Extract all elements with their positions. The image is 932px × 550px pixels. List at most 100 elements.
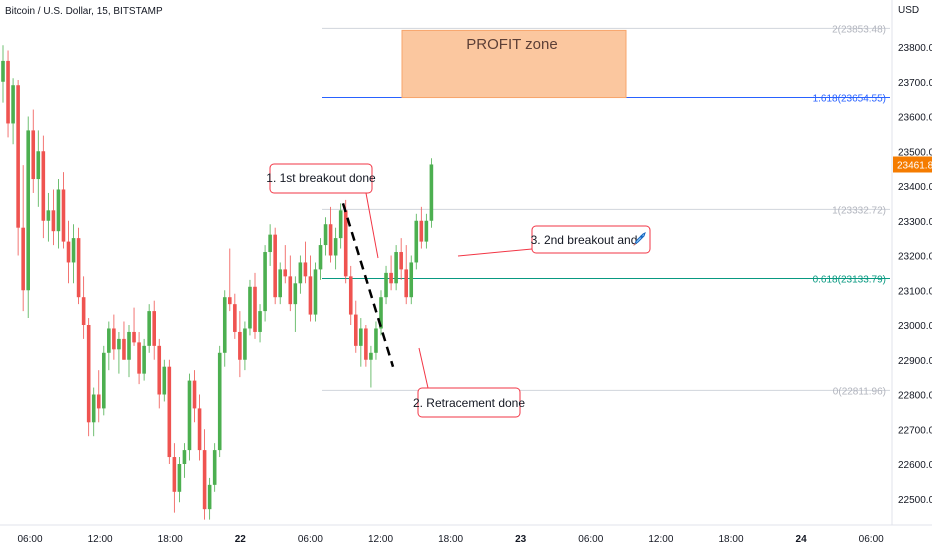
last-price-tag: 23461.87 <box>893 156 932 173</box>
time-tick-label: 12:00 <box>368 534 393 545</box>
candle <box>197 394 202 461</box>
time-tick-label: 18:00 <box>718 534 743 545</box>
price-tick-label: 23000.00 <box>898 321 932 332</box>
candle <box>389 255 393 291</box>
price-tick-label: 23800.00 <box>898 43 932 54</box>
chart-title: Bitcoin / U.S. Dollar, 15, BITSTAMP <box>5 6 163 17</box>
candle <box>41 135 46 239</box>
currency-label: USD <box>898 5 919 16</box>
candle <box>142 338 146 381</box>
candle <box>66 220 71 284</box>
price-tick-label: 22600.00 <box>898 460 932 471</box>
candle <box>152 300 156 360</box>
candle <box>303 241 308 284</box>
candle <box>96 370 101 423</box>
candle <box>313 262 318 322</box>
price-tick-label: 23500.00 <box>898 147 932 158</box>
candle <box>328 206 333 263</box>
time-tick-label: 12:00 <box>88 534 113 545</box>
candle <box>258 304 262 343</box>
candle <box>212 443 217 492</box>
candle <box>364 325 368 367</box>
candle <box>122 321 126 360</box>
candle <box>112 314 116 360</box>
callout-note-1[interactable]: 1. 1st breakout done <box>266 163 379 259</box>
candle <box>248 279 252 336</box>
note-2-box <box>417 387 521 418</box>
candle <box>404 245 408 305</box>
candle <box>338 203 343 249</box>
note-1-text: 1. 1st breakout done <box>266 171 376 185</box>
retracement-trend-line[interactable] <box>341 203 395 368</box>
time-tick-label: 06:00 <box>578 534 603 545</box>
time-tick-label: 22 <box>235 534 247 545</box>
note-3-text: 3. 2nd breakout and <box>531 233 638 247</box>
callout-note-2[interactable]: 2. Retracement done <box>413 347 525 418</box>
note-1-box <box>269 163 373 194</box>
candle <box>308 255 313 322</box>
candle <box>167 359 172 464</box>
candle <box>217 345 222 458</box>
candle <box>354 300 358 353</box>
candle <box>323 217 328 256</box>
candle <box>192 370 197 423</box>
candle <box>182 443 187 478</box>
candle <box>11 78 15 145</box>
candle <box>81 276 86 339</box>
candle <box>132 307 136 346</box>
candle <box>399 238 403 280</box>
candle <box>61 172 66 249</box>
candle <box>222 290 227 367</box>
candle <box>117 331 121 374</box>
candle <box>394 245 398 291</box>
candle <box>26 116 30 319</box>
candle <box>429 158 434 228</box>
candle <box>147 304 151 353</box>
time-tick-label: 06:00 <box>859 534 884 545</box>
fib-label-3: 0.618(23133.79) <box>813 275 886 286</box>
candle <box>384 265 388 305</box>
candle <box>374 321 378 360</box>
candle <box>1 45 5 103</box>
time-axis[interactable]: 06:00 12:00 18:00 22 06:00 12:00 18:00 23 06:00 1… <box>17 534 884 545</box>
price-tick-label: 23600.00 <box>898 113 932 124</box>
candle <box>187 373 192 461</box>
candle <box>278 262 282 305</box>
candle <box>348 265 353 325</box>
note-1-pointer <box>365 192 379 259</box>
callout-note-3[interactable]: 3. 2nd breakout and <box>457 225 651 257</box>
time-tick-label: 06:00 <box>17 534 42 545</box>
time-tick-label: 24 <box>796 534 808 545</box>
candle <box>56 179 61 249</box>
price-tick-label: 23400.00 <box>898 182 932 193</box>
price-axis[interactable]: 23800.00 23700.00 23600.00 23500.00 23400.00… <box>898 43 932 506</box>
candle <box>233 293 237 339</box>
candle <box>51 189 56 246</box>
candle <box>76 227 81 305</box>
fib-label-4: 0(22811.96) <box>833 386 886 397</box>
price-tick-label: 22900.00 <box>898 356 932 367</box>
fib-label-2: 1(23332.72) <box>832 205 886 216</box>
candle <box>137 331 141 385</box>
profit-zone-box[interactable] <box>401 29 627 99</box>
candle <box>419 206 424 249</box>
candle <box>288 255 293 312</box>
time-tick-label: 23 <box>515 534 527 545</box>
candle <box>298 255 303 294</box>
candle <box>273 227 277 305</box>
candle <box>333 227 338 270</box>
note-3-box <box>531 225 651 254</box>
candle <box>228 248 232 312</box>
candle <box>207 477 212 520</box>
candle <box>414 213 419 270</box>
profit-zone-label: PROFIT zone <box>466 36 557 53</box>
candle <box>343 199 348 284</box>
price-tick-label: 23200.00 <box>898 252 932 263</box>
candle <box>318 238 323 280</box>
candle <box>36 130 41 207</box>
note-2-pointer <box>418 347 429 389</box>
last-price-value: 23461.87 <box>897 161 932 172</box>
candle <box>71 224 76 284</box>
